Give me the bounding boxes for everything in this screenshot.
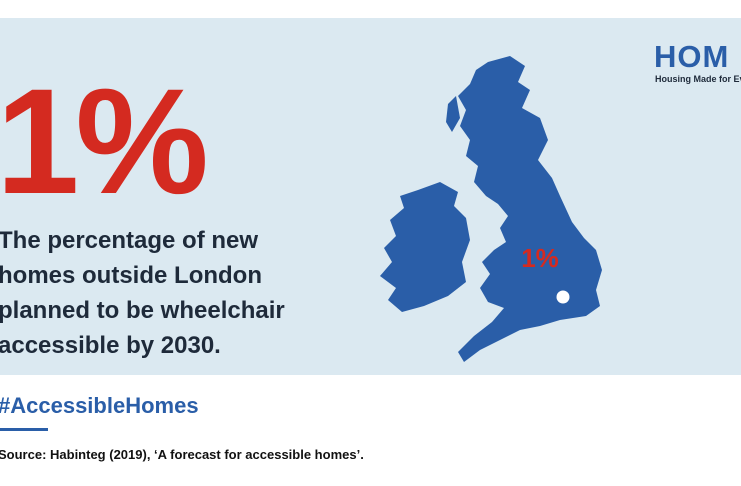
great-britain [458,56,602,362]
map [380,56,602,362]
hashtag-underline [0,428,48,431]
source: Source: Habinteg (2019), ‘A forecast for… [0,447,364,462]
description-line: The percentage of new [0,227,258,254]
london-marker [556,290,570,304]
panel [0,18,741,375]
description-line: planned to be wheelchair [0,297,285,324]
description-line: accessible by 2030. [0,332,221,359]
logo-mark: HOM [654,39,729,74]
logo: HOM Housing Made for Ever [654,39,741,84]
description: The percentage of new homes outside Lond… [0,227,285,359]
hashtag: #AccessibleHomes [0,393,199,418]
map-label: 1% [521,243,559,273]
big-stat: 1% [0,57,205,225]
description-line: homes outside London [0,262,262,289]
logo-tagline: Housing Made for Ever [655,74,741,84]
hebrides [446,96,460,132]
ireland [380,182,470,312]
